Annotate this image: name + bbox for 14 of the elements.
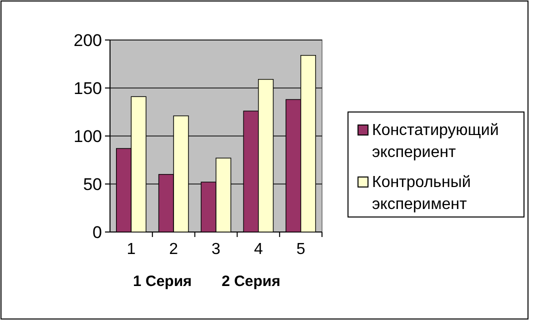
y-tick-label: 200 [74,30,102,50]
x-tick-label: 2 [169,241,178,258]
y-tick-label: 50 [83,174,102,194]
y-tick-label: 0 [92,222,102,242]
text: 1 Серия [132,273,192,290]
y-tick-label: 100 [74,126,102,146]
y-tick-label: 150 [74,78,102,98]
legend-label: Контрольный эксперимент [372,174,471,213]
x-tick-label: 1 [126,241,136,258]
x-tick-label: 5 [296,241,306,258]
legend-label: Констатирующий экспериент [372,122,499,161]
x-tick-label: 3 [212,241,221,258]
x-tick-label: 4 [254,241,263,258]
text: 2 Серия [222,273,280,290]
